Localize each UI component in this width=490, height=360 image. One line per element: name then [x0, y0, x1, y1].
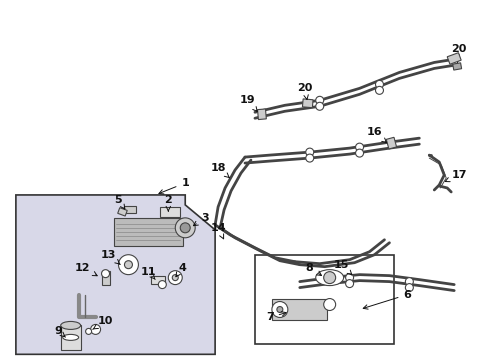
Text: 17: 17	[445, 170, 467, 182]
Text: 13: 13	[101, 250, 120, 264]
Circle shape	[316, 102, 324, 110]
Text: 12: 12	[75, 263, 97, 276]
Bar	[160, 207, 180, 217]
Circle shape	[180, 223, 190, 233]
Circle shape	[375, 80, 384, 88]
Circle shape	[324, 272, 336, 284]
Ellipse shape	[61, 321, 81, 329]
Circle shape	[172, 275, 178, 280]
Circle shape	[175, 218, 195, 238]
Ellipse shape	[63, 334, 78, 340]
Bar	[272, 298, 327, 320]
Circle shape	[119, 255, 138, 275]
Bar	[386, 137, 396, 149]
Text: 19: 19	[240, 95, 257, 112]
Circle shape	[324, 298, 336, 310]
Circle shape	[168, 271, 182, 285]
Text: 3: 3	[194, 213, 209, 226]
Bar	[124, 206, 136, 213]
Circle shape	[158, 280, 166, 289]
Bar	[114, 218, 183, 246]
Text: 6: 6	[363, 289, 411, 309]
Text: 20: 20	[451, 44, 467, 54]
Text: 14: 14	[210, 223, 226, 239]
Circle shape	[272, 302, 288, 318]
Polygon shape	[16, 195, 215, 354]
Text: 4: 4	[176, 263, 186, 277]
Circle shape	[277, 306, 283, 312]
Bar	[258, 109, 267, 120]
Text: 11: 11	[141, 267, 156, 279]
Text: 8: 8	[306, 263, 321, 275]
Text: 15: 15	[334, 260, 352, 275]
Circle shape	[375, 86, 384, 94]
Circle shape	[124, 261, 132, 269]
Bar	[255, 255, 394, 345]
Text: 7: 7	[266, 312, 286, 323]
Text: 10: 10	[93, 316, 113, 329]
Circle shape	[356, 149, 364, 157]
Bar	[118, 208, 127, 216]
Text: 16: 16	[367, 127, 387, 143]
Circle shape	[101, 270, 110, 278]
Circle shape	[306, 148, 314, 156]
Circle shape	[306, 154, 314, 162]
Text: 5: 5	[115, 195, 125, 209]
Bar	[101, 271, 110, 285]
Ellipse shape	[316, 270, 343, 285]
Text: 18: 18	[210, 163, 229, 178]
Circle shape	[91, 324, 100, 334]
Bar	[61, 325, 81, 350]
Bar	[302, 99, 313, 108]
Text: 2: 2	[165, 195, 172, 211]
Circle shape	[316, 96, 324, 104]
Circle shape	[345, 280, 354, 288]
Bar	[447, 53, 461, 64]
Circle shape	[345, 274, 354, 282]
Text: 1: 1	[159, 178, 189, 194]
Bar	[453, 63, 462, 70]
Circle shape	[405, 278, 414, 285]
Text: 20: 20	[297, 84, 313, 100]
Circle shape	[356, 143, 364, 151]
Circle shape	[405, 284, 414, 292]
Text: 9: 9	[55, 327, 66, 337]
Bar	[151, 276, 165, 284]
Circle shape	[86, 328, 92, 334]
